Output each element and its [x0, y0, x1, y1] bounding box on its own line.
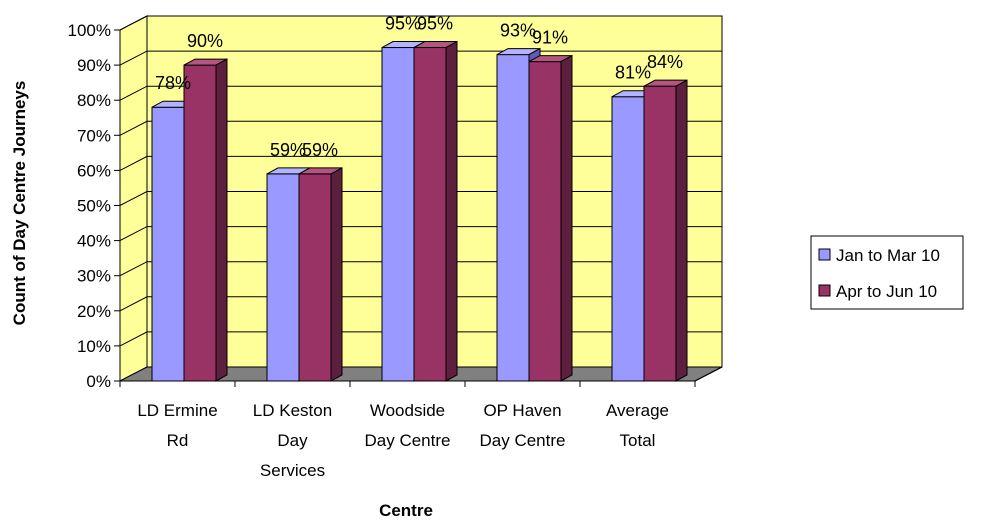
x-tick-label: OP Haven Day Centre [480, 401, 566, 450]
y-tick-label: 80% [77, 91, 111, 110]
x-tick-label: Average Total [606, 401, 669, 450]
x-tick-label: LD Keston Day Services [253, 401, 332, 480]
data-label: 59% [270, 140, 306, 160]
x-tick-label-line: Total [620, 431, 656, 450]
x-tick-label: LD Ermine Rd [137, 401, 217, 450]
x-axis-depth-line [694, 366, 723, 382]
bar [151, 106, 185, 382]
data-label: 81% [615, 63, 651, 83]
x-tick-label-line: Average [606, 401, 669, 420]
x-tick-label-line: Day Centre [480, 431, 566, 450]
data-label: 95% [385, 14, 421, 34]
bar [413, 47, 447, 382]
y-tick-label: 40% [77, 232, 111, 251]
y-tick-label: 70% [77, 126, 111, 145]
bar [266, 173, 300, 382]
y-axis-title: Count of Day Centre Journeys [10, 81, 29, 326]
y-tick-label: 30% [77, 267, 111, 286]
legend-swatch-jan-to-mar [818, 248, 831, 261]
bar-side [330, 167, 343, 382]
legend-box [810, 235, 964, 310]
legend-label-jan-to-mar: Jan to Mar 10 [836, 246, 940, 265]
bar [183, 64, 217, 382]
x-tick-label-line: OP Haven [483, 401, 561, 420]
bar [528, 61, 562, 382]
y-tick-label: 60% [77, 161, 111, 180]
data-labels: 78% 90% 59%59% 95%95% 93%91% 81%84% [155, 14, 683, 160]
x-tick-label-line: Services [260, 461, 325, 480]
x-tick-label-line: LD Ermine [137, 401, 217, 420]
legend-label-apr-to-jun: Apr to Jun 10 [836, 282, 937, 301]
x-tick-label-line: Woodside [370, 401, 445, 420]
bar [643, 85, 677, 382]
legend-swatch-apr-to-jun [818, 284, 831, 297]
x-tick-label: Woodside Day Centre [365, 401, 451, 450]
x-tick-label-line: Rd [167, 431, 189, 450]
gridline [119, 15, 722, 31]
bar-side [675, 79, 688, 382]
bar-side [445, 40, 458, 382]
bar [381, 47, 415, 382]
x-tick-label-line: LD Keston [253, 401, 332, 420]
data-label: 78% [155, 73, 191, 93]
x-tick-label-line: Day Centre [365, 431, 451, 450]
x-tick-label-line: Day [277, 431, 308, 450]
y-axis: 0% 10% 20% 30% 40% 50% 60% 70% 80% 90% 100% [68, 21, 121, 391]
data-label: 95% [417, 14, 453, 34]
data-label: 91% [532, 28, 568, 48]
y-tick-label: 90% [77, 56, 111, 75]
bars [151, 40, 688, 382]
bar [298, 173, 332, 382]
y-tick-label: 10% [77, 337, 111, 356]
bar-side [560, 54, 573, 382]
bar-side [215, 58, 228, 382]
y-tick-label: 50% [77, 197, 111, 216]
y-tick-label: 100% [68, 21, 111, 40]
x-axis-title: Centre [379, 501, 433, 520]
x-axis: LD Ermine Rd LD Keston Day Services Woodside D… [119, 366, 723, 480]
bar [496, 54, 530, 382]
data-label: 84% [647, 52, 683, 72]
y-tick-label: 20% [77, 302, 111, 321]
y-tick-label: 0% [86, 372, 111, 391]
data-label: 59% [302, 140, 338, 160]
data-label: 93% [500, 21, 536, 41]
data-label: 90% [187, 31, 223, 51]
legend: Jan to Mar 10 Apr to Jun 10 [810, 235, 964, 310]
bar [611, 96, 645, 382]
